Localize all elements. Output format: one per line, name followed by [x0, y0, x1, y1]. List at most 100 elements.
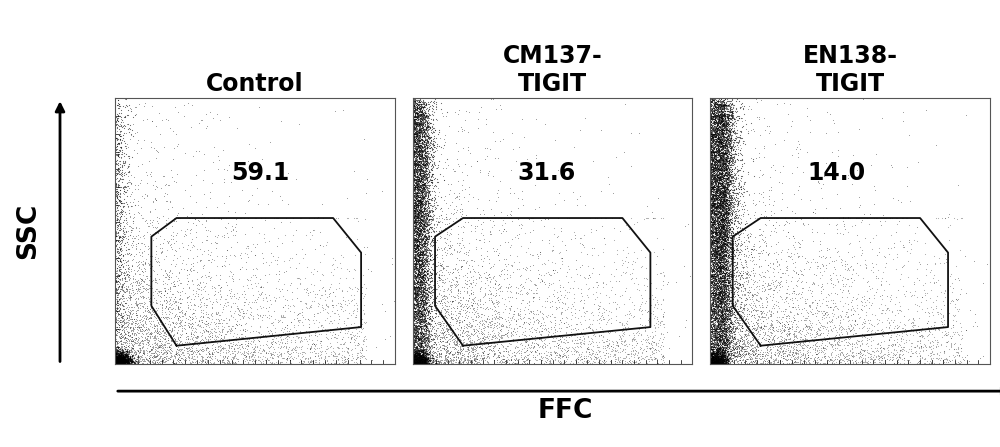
Point	[718, 313, 734, 320]
Point	[118, 349, 134, 356]
Point	[717, 282, 733, 289]
Point	[792, 358, 808, 366]
Point	[207, 331, 223, 338]
Point	[736, 330, 752, 337]
Point	[726, 102, 742, 109]
Point	[714, 138, 730, 145]
Point	[786, 334, 802, 341]
Point	[441, 358, 457, 365]
Point	[409, 173, 425, 181]
Point	[112, 360, 128, 367]
Point	[703, 341, 719, 348]
Point	[713, 239, 729, 246]
Point	[712, 233, 728, 240]
Point	[347, 283, 363, 290]
Point	[772, 292, 788, 299]
Point	[129, 278, 145, 285]
Point	[726, 247, 742, 254]
Point	[112, 233, 128, 240]
Point	[414, 165, 430, 172]
Point	[119, 183, 135, 190]
Point	[714, 197, 730, 204]
Point	[711, 179, 727, 186]
Point	[717, 320, 733, 327]
Point	[497, 95, 513, 102]
Point	[778, 295, 794, 302]
Point	[109, 190, 125, 197]
Point	[712, 251, 728, 258]
Point	[712, 126, 728, 133]
Point	[413, 308, 429, 315]
Point	[815, 285, 831, 292]
Point	[717, 214, 733, 221]
Point	[715, 194, 731, 201]
Point	[167, 293, 183, 300]
Point	[418, 333, 434, 340]
Point	[433, 356, 449, 363]
Point	[415, 306, 431, 313]
Point	[710, 136, 726, 143]
Point	[475, 219, 491, 226]
Point	[437, 302, 453, 309]
Point	[708, 275, 724, 283]
Point	[567, 336, 583, 343]
Point	[784, 340, 800, 347]
Point	[727, 293, 743, 300]
Point	[709, 346, 725, 354]
Point	[416, 293, 432, 300]
Point	[843, 274, 859, 281]
Point	[708, 186, 724, 194]
Point	[411, 360, 427, 367]
Point	[982, 257, 998, 264]
Point	[721, 114, 737, 121]
Point	[741, 308, 757, 315]
Point	[583, 356, 599, 363]
Point	[815, 325, 831, 332]
Point	[410, 295, 426, 302]
Point	[704, 199, 720, 207]
Point	[715, 118, 731, 125]
Point	[143, 276, 159, 283]
Point	[714, 128, 730, 135]
Point	[738, 332, 754, 339]
Point	[710, 164, 726, 172]
Point	[132, 344, 148, 351]
Point	[953, 345, 969, 352]
Point	[713, 288, 729, 295]
Point	[116, 358, 132, 366]
Point	[416, 211, 432, 218]
Point	[718, 346, 734, 353]
Point	[194, 116, 210, 123]
Point	[133, 239, 149, 246]
Point	[712, 110, 728, 118]
Point	[414, 241, 430, 248]
Point	[715, 263, 731, 270]
Point	[715, 236, 731, 243]
Point	[459, 315, 475, 322]
Point	[718, 167, 734, 174]
Point	[405, 286, 421, 293]
Point	[419, 172, 435, 179]
Point	[408, 333, 424, 341]
Point	[114, 123, 130, 131]
Point	[408, 192, 424, 199]
Point	[706, 216, 722, 224]
Point	[117, 275, 133, 283]
Point	[723, 186, 739, 193]
Point	[774, 196, 790, 203]
Point	[412, 281, 428, 288]
Point	[491, 308, 507, 315]
Point	[710, 342, 726, 349]
Point	[417, 131, 433, 138]
Point	[534, 327, 550, 334]
Point	[718, 358, 734, 365]
Point	[134, 329, 150, 336]
Point	[413, 327, 429, 334]
Point	[414, 256, 430, 263]
Point	[109, 298, 125, 305]
Point	[413, 275, 429, 282]
Point	[802, 354, 818, 362]
Point	[347, 252, 363, 259]
Point	[412, 359, 428, 366]
Point	[715, 251, 731, 258]
